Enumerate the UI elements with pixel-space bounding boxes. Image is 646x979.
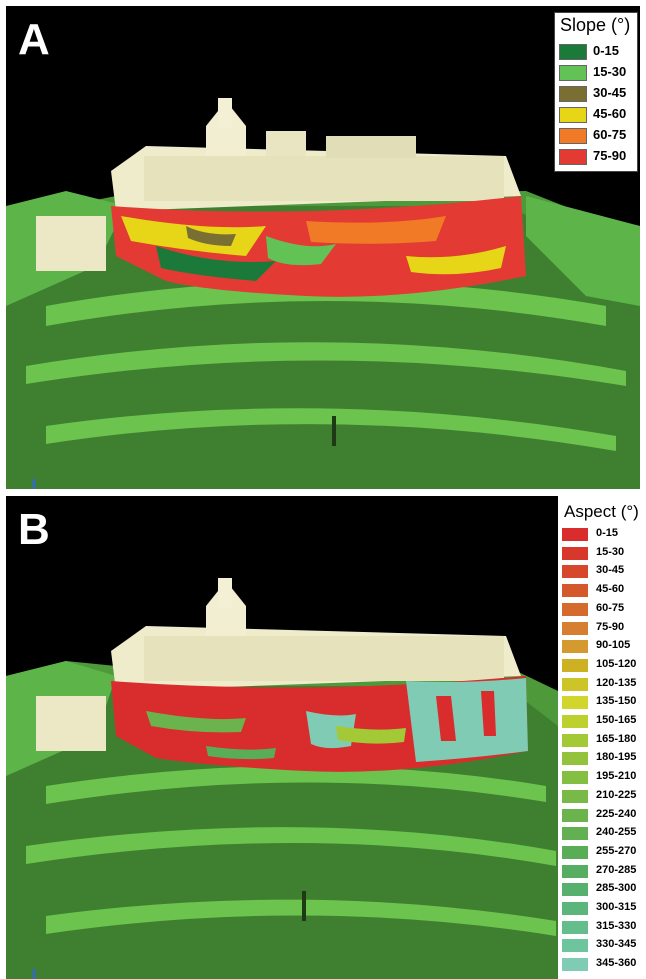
- aspect-legend-title: Aspect (°): [564, 502, 639, 521]
- slope-legend: Slope (°) 0-15 15-30 30-45 45-60 60-75 75-90: [554, 12, 638, 172]
- aspect-legend-label: 150-165: [596, 714, 637, 726]
- slope-legend-swatch: [559, 65, 587, 81]
- aspect-legend-label: 225-240: [596, 807, 637, 820]
- slope-legend-label: 75-90: [593, 148, 627, 163]
- aspect-legend-swatch: [562, 584, 588, 598]
- slope-legend-label: 60-75: [593, 127, 627, 142]
- aspect-legend-swatch: [562, 528, 588, 541]
- aspect-legend-swatch: [562, 621, 588, 635]
- aspect-legend-label: 195-210: [596, 770, 637, 783]
- aspect-legend-swatch: [562, 640, 588, 654]
- aspect-legend-swatch: [562, 546, 588, 560]
- slope-legend-swatch: [559, 86, 587, 102]
- aspect-legend-label: 270-285: [596, 863, 637, 876]
- aspect-legend-swatch: [562, 733, 588, 747]
- slope-3d-render: [6, 98, 640, 489]
- slope-legend-label: 0-15: [593, 43, 620, 58]
- aspect-legend-label: 135-150: [596, 695, 637, 708]
- aspect-legend-label: 75-90: [596, 620, 625, 633]
- panel-a-letter: A: [18, 15, 50, 64]
- slope-legend-swatch: [559, 149, 587, 165]
- aspect-3d-render: [6, 578, 558, 979]
- aspect-legend-swatch: [562, 565, 588, 579]
- aspect-legend-swatch: [562, 864, 588, 878]
- aspect-legend-label: 330-345: [596, 938, 637, 951]
- slope-legend-swatch: [559, 44, 587, 60]
- slope-legend-swatch: [559, 128, 587, 144]
- aspect-legend-swatch: [562, 752, 588, 766]
- aspect-legend-label: 105-120: [596, 657, 637, 670]
- aspect-legend-label: 165-180: [596, 732, 637, 745]
- slope-legend-swatch: [559, 107, 587, 123]
- aspect-legend-label: 90-105: [596, 639, 631, 652]
- panel-b-aspect-render: B: [6, 496, 558, 979]
- aspect-legend-swatch: [562, 902, 588, 915]
- aspect-legend-swatch: [562, 883, 588, 897]
- aspect-legend-swatch: [562, 771, 588, 785]
- aspect-legend-label: 180-195: [596, 751, 637, 764]
- aspect-legend-swatch: [562, 939, 588, 953]
- aspect-legend-label: 45-60: [596, 583, 625, 596]
- aspect-legend-swatch: [562, 845, 588, 859]
- aspect-legend-label: 345-360: [596, 957, 637, 970]
- aspect-legend: Aspect (°) 0-15 15-30 30-45 45-60 60-75 75-90…: [558, 496, 646, 979]
- aspect-legend-swatch: [562, 789, 588, 803]
- aspect-legend-label: 15-30: [596, 545, 625, 558]
- slope-legend-label: 45-60: [593, 106, 627, 121]
- aspect-legend-label: 315-330: [596, 919, 637, 932]
- aspect-legend-swatch: [562, 827, 588, 841]
- aspect-legend-label: 210-225: [596, 788, 637, 801]
- aspect-legend-label: 30-45: [596, 564, 625, 577]
- aspect-legend-label: 0-15: [596, 527, 619, 539]
- slope-legend-label: 15-30: [593, 64, 627, 79]
- slope-legend-label: 30-45: [593, 85, 627, 100]
- slope-legend-title: Slope (°): [560, 15, 631, 35]
- aspect-legend-swatch: [562, 677, 588, 691]
- aspect-legend-swatch: [562, 958, 588, 972]
- panel-b-letter: B: [18, 505, 50, 554]
- aspect-legend-swatch: [562, 696, 588, 710]
- aspect-legend-label: 255-270: [596, 844, 637, 857]
- aspect-legend-label: 300-315: [596, 901, 637, 913]
- aspect-legend-swatch: [562, 658, 588, 672]
- aspect-legend-swatch: [562, 715, 588, 728]
- aspect-legend-swatch: [562, 920, 588, 934]
- aspect-legend-label: 285-300: [596, 882, 637, 895]
- aspect-legend-label: 60-75: [596, 601, 625, 614]
- panel-a-slope-render: A: [6, 6, 640, 489]
- aspect-legend-swatch: [562, 602, 588, 616]
- aspect-legend-label: 120-135: [596, 676, 637, 689]
- aspect-legend-swatch: [562, 808, 588, 822]
- aspect-legend-label: 240-255: [596, 826, 637, 839]
